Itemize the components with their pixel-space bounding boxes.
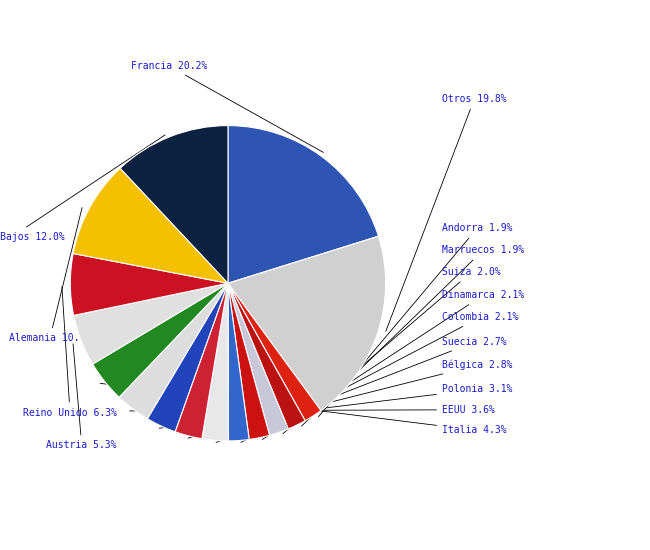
Text: Dinamarca 2.1%: Dinamarca 2.1%	[263, 290, 525, 439]
Wedge shape	[202, 283, 229, 441]
Text: Reino Unido 6.3%: Reino Unido 6.3%	[23, 287, 117, 417]
Text: Otros 19.8%: Otros 19.8%	[386, 94, 506, 331]
Wedge shape	[228, 283, 321, 421]
Wedge shape	[228, 283, 305, 429]
Wedge shape	[228, 283, 270, 439]
Text: Sant Feliu de Llobregat - Turistas extranjeros según país - Abril de 2024: Sant Feliu de Llobregat - Turistas extra…	[51, 17, 599, 30]
Wedge shape	[119, 283, 228, 419]
Text: Suecia 2.7%: Suecia 2.7%	[216, 337, 506, 443]
Text: EEUU 3.6%: EEUU 3.6%	[129, 405, 495, 415]
Text: Andorra 1.9%: Andorra 1.9%	[318, 223, 512, 417]
Text: Alemania 10.0%: Alemania 10.0%	[8, 207, 91, 343]
Text: http://www.foro-ciudad.com: http://www.foro-ciudad.com	[406, 530, 569, 540]
Text: Austria 5.3%: Austria 5.3%	[47, 344, 117, 450]
Wedge shape	[73, 283, 228, 364]
Text: Bélgica 2.8%: Bélgica 2.8%	[188, 360, 512, 438]
Text: Francia 20.2%: Francia 20.2%	[131, 61, 323, 152]
Wedge shape	[175, 283, 228, 439]
Text: Polonia 3.1%: Polonia 3.1%	[159, 384, 512, 428]
Wedge shape	[228, 283, 288, 436]
Wedge shape	[148, 283, 228, 432]
Wedge shape	[228, 125, 378, 283]
Wedge shape	[120, 125, 228, 283]
Wedge shape	[228, 236, 385, 410]
Text: Marruecos 1.9%: Marruecos 1.9%	[302, 245, 525, 426]
Text: Suiza 2.0%: Suiza 2.0%	[283, 267, 500, 434]
Text: Colombia 2.1%: Colombia 2.1%	[241, 312, 519, 442]
Wedge shape	[73, 168, 228, 283]
Wedge shape	[92, 283, 228, 397]
Wedge shape	[70, 254, 228, 316]
Text: Países Bajos 12.0%: Países Bajos 12.0%	[0, 135, 165, 242]
Wedge shape	[228, 283, 249, 441]
Text: Italia 4.3%: Italia 4.3%	[100, 383, 506, 435]
